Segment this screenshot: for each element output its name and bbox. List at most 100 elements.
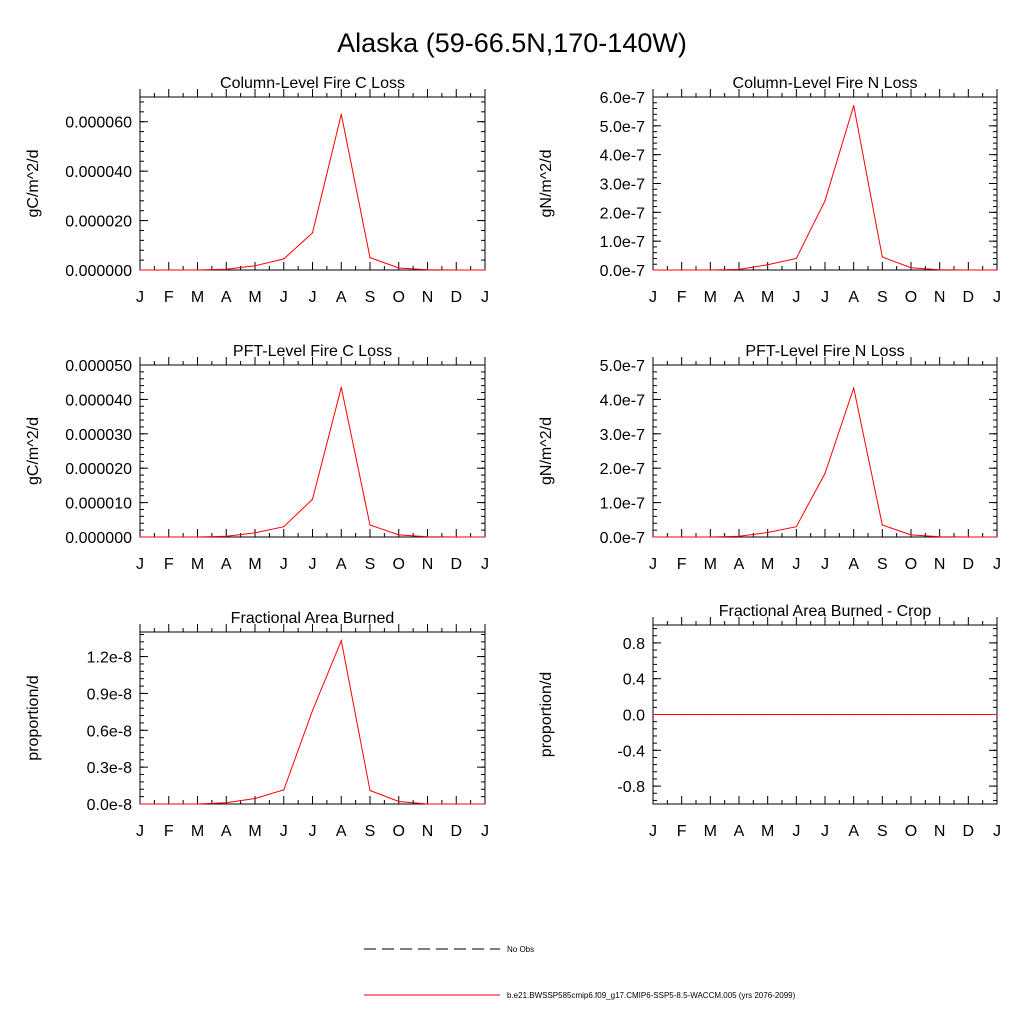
x-tick-label: F bbox=[164, 289, 174, 306]
x-tick-label: D bbox=[963, 556, 975, 573]
data-point bbox=[681, 269, 683, 271]
panel-title: Fractional Area Burned - Crop bbox=[719, 603, 932, 620]
x-tick-label: F bbox=[677, 823, 687, 840]
data-point bbox=[139, 269, 141, 271]
data-point bbox=[824, 200, 826, 202]
panel-title: Column-Level Fire N Loss bbox=[733, 75, 918, 92]
data-point bbox=[455, 269, 457, 271]
data-point bbox=[484, 269, 486, 271]
legend-no-obs-label: No Obs bbox=[507, 945, 534, 954]
data-point bbox=[824, 472, 826, 474]
data-point bbox=[283, 526, 285, 528]
x-tick-label: J bbox=[280, 556, 288, 573]
y-tick-label: 0.000060 bbox=[65, 115, 132, 132]
x-tick-label: A bbox=[336, 289, 347, 306]
y-tick-label: 0.0e-8 bbox=[87, 797, 132, 814]
y-tick-label: -0.4 bbox=[617, 743, 645, 760]
data-point bbox=[426, 269, 429, 271]
x-tick-label: M bbox=[761, 289, 774, 306]
y-axis-label: gC/m^2/d bbox=[25, 150, 42, 218]
y-tick-label: 0.4 bbox=[623, 672, 645, 689]
x-tick-label: A bbox=[336, 556, 347, 573]
x-tick-label: J bbox=[649, 823, 657, 840]
y-tick-label: 0.9e-8 bbox=[87, 686, 132, 703]
x-tick-label: J bbox=[136, 823, 144, 840]
data-point bbox=[652, 713, 654, 716]
y-tick-label: 3.0e-7 bbox=[600, 427, 645, 444]
data-point bbox=[254, 265, 256, 267]
x-tick-label: M bbox=[761, 556, 774, 573]
y-tick-label: 0.000000 bbox=[65, 263, 132, 280]
x-tick-label: A bbox=[734, 823, 745, 840]
y-axis-label: proportion/d bbox=[538, 672, 555, 757]
y-tick-label: 2.0e-7 bbox=[600, 205, 645, 222]
data-point bbox=[369, 789, 371, 792]
x-tick-label: A bbox=[734, 556, 745, 573]
data-point bbox=[369, 257, 371, 259]
x-tick-label: D bbox=[450, 823, 462, 840]
x-tick-label: N bbox=[422, 289, 434, 306]
y-tick-label: 1.0e-7 bbox=[600, 234, 645, 251]
x-tick-label: F bbox=[677, 556, 687, 573]
data-point bbox=[967, 536, 969, 538]
y-tick-label: 4.0e-7 bbox=[600, 148, 645, 165]
x-tick-label: S bbox=[365, 556, 376, 573]
y-tick-label: 0.000040 bbox=[65, 164, 132, 181]
data-point bbox=[283, 789, 285, 791]
data-point bbox=[398, 534, 400, 536]
data-point bbox=[484, 803, 486, 805]
y-axis-label: proportion/d bbox=[25, 675, 42, 760]
data-point bbox=[168, 536, 170, 538]
x-tick-label: S bbox=[877, 289, 888, 306]
x-tick-label: N bbox=[934, 289, 946, 306]
data-point bbox=[455, 536, 457, 538]
x-tick-label: J bbox=[280, 289, 288, 306]
y-tick-label: 5.0e-7 bbox=[600, 119, 645, 136]
data-point bbox=[767, 264, 769, 266]
y-tick-label: -0.8 bbox=[617, 779, 645, 796]
x-tick-label: A bbox=[221, 823, 232, 840]
data-point bbox=[139, 803, 141, 805]
panel-title: PFT-Level Fire C Loss bbox=[233, 343, 392, 360]
x-tick-label: J bbox=[136, 556, 144, 573]
y-axis-label: gN/m^2/d bbox=[538, 417, 555, 485]
panel-title: Fractional Area Burned bbox=[231, 610, 395, 627]
data-point bbox=[967, 269, 969, 271]
data-point bbox=[168, 269, 170, 271]
data-point bbox=[311, 498, 314, 500]
x-tick-label: N bbox=[934, 556, 946, 573]
x-tick-label: N bbox=[422, 556, 434, 573]
x-tick-label: A bbox=[848, 823, 859, 840]
legend: No Obs b.e21.BWSSP585cmip6.f09_g17.CMIP6… bbox=[364, 945, 796, 1000]
x-tick-label: F bbox=[164, 823, 174, 840]
data-point bbox=[853, 387, 855, 389]
x-tick-label: O bbox=[905, 823, 917, 840]
y-tick-label: 0.3e-8 bbox=[87, 760, 132, 777]
x-tick-label: A bbox=[221, 556, 232, 573]
y-tick-label: 0.000020 bbox=[65, 461, 132, 478]
y-tick-label: 0.0 bbox=[623, 708, 645, 725]
x-tick-label: M bbox=[704, 289, 717, 306]
x-tick-label: J bbox=[481, 556, 489, 573]
x-tick-label: J bbox=[309, 823, 317, 840]
data-point bbox=[709, 713, 711, 716]
y-tick-label: 0.8 bbox=[623, 636, 645, 653]
x-tick-label: S bbox=[877, 556, 888, 573]
x-tick-label: D bbox=[963, 289, 975, 306]
x-tick-label: J bbox=[481, 289, 489, 306]
data-point bbox=[939, 269, 941, 271]
data-point bbox=[881, 524, 883, 526]
data-point bbox=[795, 526, 797, 528]
data-point bbox=[340, 640, 342, 642]
data-point bbox=[225, 535, 227, 537]
data-point bbox=[652, 536, 654, 538]
data-point bbox=[426, 536, 429, 538]
x-tick-label: J bbox=[792, 556, 800, 573]
x-tick-label: J bbox=[821, 289, 829, 306]
